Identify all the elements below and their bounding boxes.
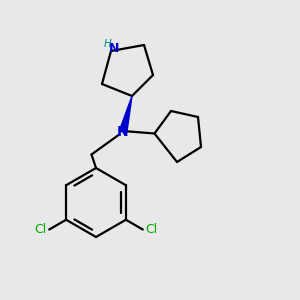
Text: N: N (117, 125, 129, 139)
Text: H: H (103, 39, 111, 50)
Text: Cl: Cl (145, 223, 157, 236)
Text: Cl: Cl (35, 223, 47, 236)
Text: N: N (109, 41, 119, 55)
Polygon shape (119, 96, 132, 133)
